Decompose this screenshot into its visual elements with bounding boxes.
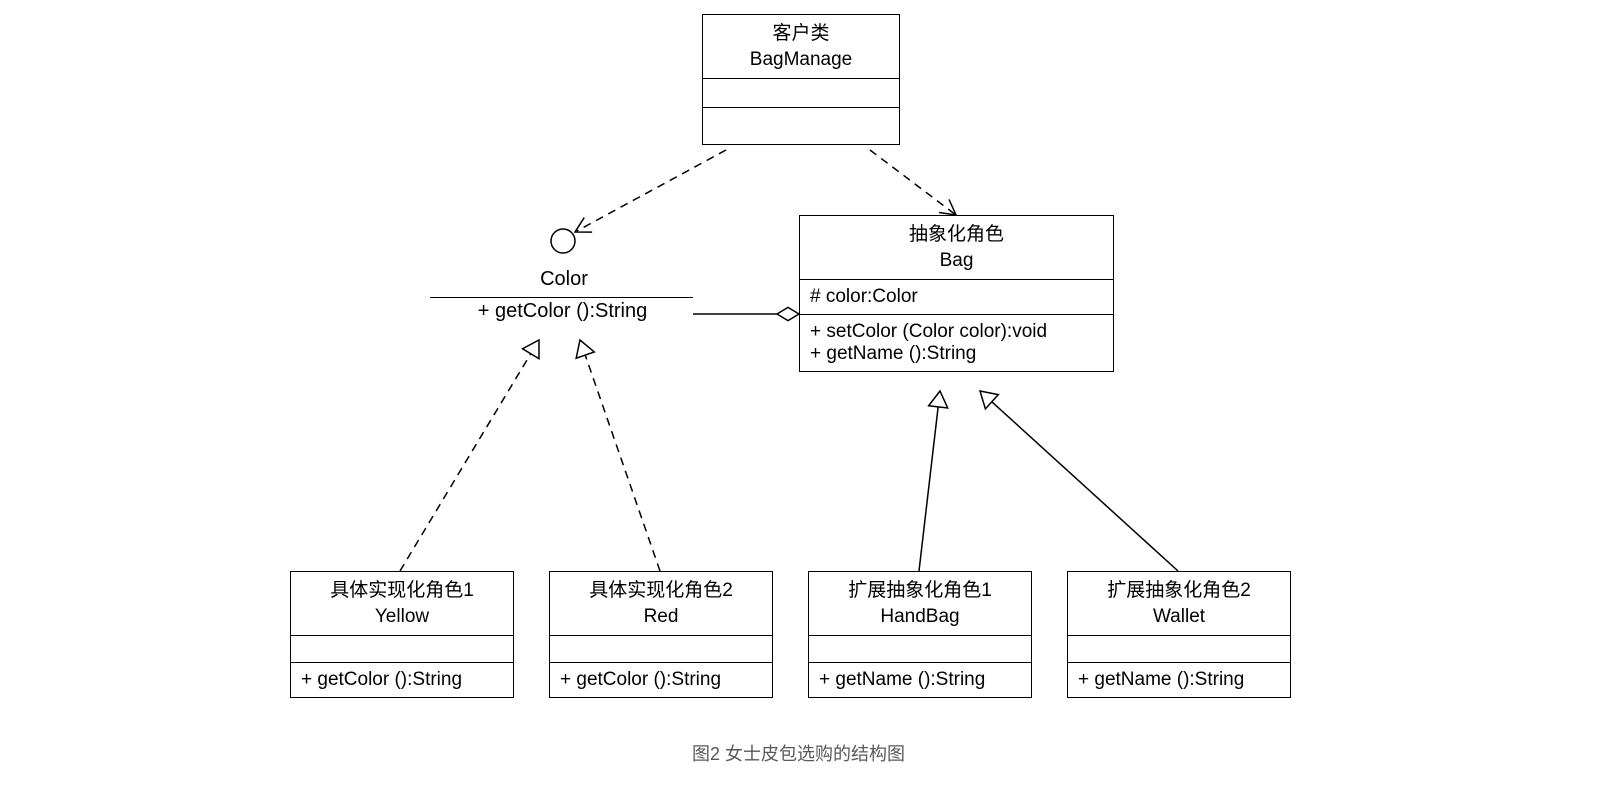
edge-red-realizes-color (576, 340, 660, 571)
uml-class-title: 抽象化角色Bag (800, 216, 1113, 280)
interface-color-divider (430, 297, 693, 298)
interface-color-method: + getColor ():String (440, 300, 685, 323)
edge-bagmanage-to-bag (870, 150, 956, 215)
uml-diagram-canvas: 客户类BagManage 抽象化角色Bag# color:Color+ setCo… (0, 0, 1597, 798)
uml-class-wallet: 扩展抽象化角色2Wallet + getName ():String (1067, 571, 1291, 698)
uml-attributes (809, 636, 1031, 663)
edge-yellow-realizes-color (400, 340, 539, 571)
uml-class-title: 扩展抽象化角色1HandBag (809, 572, 1031, 636)
interface-color-name: Color (454, 268, 674, 291)
edge-handbag-extends-bag (919, 391, 948, 571)
uml-class-bag: 抽象化角色Bag# color:Color+ setColor (Color c… (799, 215, 1114, 372)
figure-caption: 图2 女士皮包选购的结构图 (0, 740, 1597, 766)
uml-class-title: 扩展抽象化角色2Wallet (1068, 572, 1290, 636)
uml-class-red: 具体实现化角色2Red + getColor ():String (549, 571, 773, 698)
interface-lollipop-icon (551, 229, 575, 253)
uml-methods: + getColor ():String (291, 663, 513, 697)
uml-methods: + getName ():String (1068, 663, 1290, 697)
uml-methods: + getName ():String (809, 663, 1031, 697)
uml-methods: + getColor ():String (550, 663, 772, 697)
edge-bagmanage-to-color (575, 150, 726, 232)
uml-class-title: 具体实现化角色1Yellow (291, 572, 513, 636)
uml-methods (703, 108, 899, 144)
uml-class-bagmanage: 客户类BagManage (702, 14, 900, 145)
uml-class-yellow: 具体实现化角色1Yellow + getColor ():String (290, 571, 514, 698)
uml-attributes: # color:Color (800, 280, 1113, 315)
uml-attributes (1068, 636, 1290, 663)
uml-methods: + setColor (Color color):void+ getName (… (800, 315, 1113, 371)
uml-class-handbag: 扩展抽象化角色1HandBag + getName ():String (808, 571, 1032, 698)
edge-wallet-extends-bag (980, 391, 1178, 571)
uml-attributes (550, 636, 772, 663)
uml-class-title: 客户类BagManage (703, 15, 899, 79)
uml-attributes (703, 79, 899, 108)
uml-class-title: 具体实现化角色2Red (550, 572, 772, 636)
edge-bag-aggregates-color (693, 307, 799, 320)
uml-attributes (291, 636, 513, 663)
